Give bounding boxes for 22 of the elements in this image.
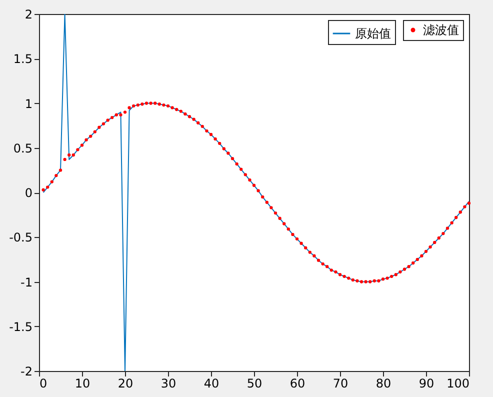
- y-tick-label: 2: [24, 8, 32, 22]
- x-tick-label: 50: [246, 376, 262, 390]
- y-tick-label: 1.5: [13, 52, 32, 66]
- legend-label: 原始值: [355, 26, 391, 40]
- x-tick-label: 10: [74, 376, 90, 390]
- x-tick-label: 30: [160, 376, 176, 390]
- y-tick-label: -1: [20, 275, 32, 290]
- x-tick-label: 0: [40, 376, 48, 390]
- y-tick-label: 1: [24, 96, 32, 111]
- y-tick-label: 0: [24, 186, 32, 200]
- x-tick-label: 20: [118, 376, 134, 390]
- x-tick-label: 90: [418, 376, 434, 390]
- y-tick-label: -1.5: [9, 320, 32, 334]
- x-tick-label: 60: [290, 376, 306, 390]
- x-tick-label: 80: [376, 376, 392, 390]
- legend-label: 滤波值: [423, 23, 459, 37]
- x-tick-label: 40: [204, 376, 220, 390]
- y-tick-label: -0.5: [9, 230, 32, 245]
- y-tick-label: 0.5: [13, 141, 32, 156]
- x-tick-label: 70: [332, 376, 348, 390]
- y-tick-label: -2: [20, 364, 32, 378]
- x-tick-label: 100: [446, 376, 470, 390]
